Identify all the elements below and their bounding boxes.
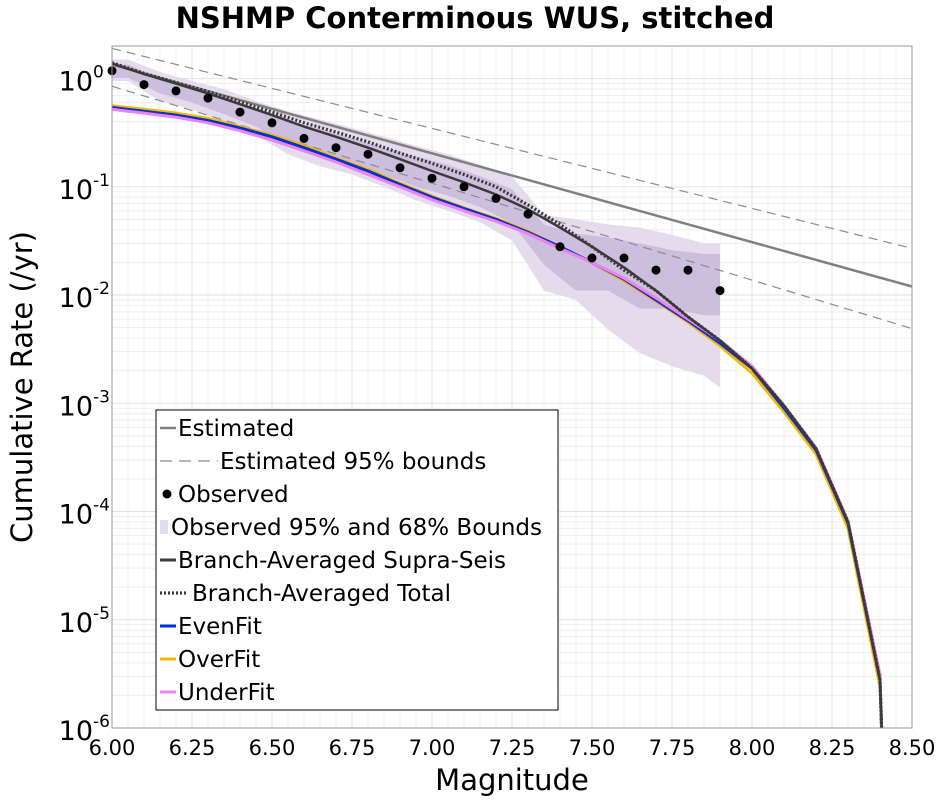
legend-label: Estimated 95% bounds [220, 449, 486, 475]
observed-point [203, 93, 213, 103]
x-tick-label: 7.50 [569, 736, 616, 760]
y-tick-exponent: -4 [93, 496, 110, 516]
observed-point [299, 133, 309, 143]
y-tick-label: 10 [59, 391, 93, 422]
legend-label: Observed [178, 482, 289, 508]
observed-point [523, 209, 533, 219]
x-axis-label: Magnitude [435, 763, 589, 797]
y-tick-exponent: -5 [93, 604, 110, 624]
observed-point [235, 107, 245, 117]
y-tick-exponent: -2 [93, 279, 110, 299]
x-tick-labels: 6.00 6.25 6.50 6.75 7.00 7.25 7.50 7.75 8.00 8.25… [89, 736, 936, 760]
x-tick-label: 6.75 [329, 736, 376, 760]
y-tick-label: 10 [59, 716, 93, 747]
y-tick-exponent: -1 [93, 171, 110, 191]
observed-point [139, 80, 149, 90]
observed-points [107, 66, 725, 296]
x-tick-label: 6.50 [249, 736, 296, 760]
x-tick-label: 6.25 [169, 736, 216, 760]
legend-item-bounds: Estimated 95% bounds [160, 449, 486, 475]
x-tick-label: 8.00 [729, 736, 776, 760]
chart-title: NSHMP Conterminous WUS, stitched [176, 1, 775, 35]
observed-point [587, 253, 597, 263]
x-tick-label: 7.25 [489, 736, 536, 760]
y-tick-label: 10 [59, 283, 93, 314]
y-tick-label: 10 [59, 608, 93, 639]
observed-point [427, 173, 437, 183]
observed-point [171, 86, 181, 96]
legend-label: Branch-Averaged Supra-Seis [178, 548, 506, 574]
observed-point [619, 253, 629, 263]
legend-label: Branch-Averaged Total [192, 581, 451, 607]
legend-item-bands: Observed 95% and 68% Bounds [160, 515, 542, 541]
observed-point [715, 286, 725, 296]
y-tick-label: 10 [59, 67, 93, 98]
observed-point [459, 182, 469, 192]
x-tick-label: 6.00 [89, 736, 136, 760]
y-tick-label: 10 [59, 175, 93, 206]
plot-frame [111, 45, 913, 729]
legend-label: Observed 95% and 68% Bounds [171, 515, 542, 541]
x-tick-label: 8.50 [889, 736, 936, 760]
legend-item-underfit: UnderFit [160, 680, 275, 706]
x-tick-label: 8.25 [809, 736, 856, 760]
legend-label: OverFit [178, 647, 260, 673]
legend-swatch [162, 489, 172, 499]
supra-series-line [111, 62, 883, 729]
legend-item-total: Branch-Averaged Total [160, 581, 451, 607]
estimated-line [111, 63, 913, 288]
observed-point [331, 143, 341, 153]
model-series [111, 61, 884, 729]
observed-point [555, 242, 565, 252]
legend-label: Estimated [178, 416, 294, 442]
estimated-upper-bound-line [111, 47, 913, 249]
x-tick-label: 7.00 [409, 736, 456, 760]
legend-item-observed: Observed [162, 482, 289, 508]
legend-swatch [160, 520, 168, 534]
observed-point [363, 149, 373, 159]
observed-point [683, 265, 693, 275]
legend: Estimated Estimated 95% bounds Observed Obs… [155, 409, 559, 711]
observed-point [491, 194, 501, 203]
y-tick-exponent: 0 [93, 63, 104, 83]
legend-item-overfit: OverFit [160, 647, 260, 673]
legend-item-estimated: Estimated [160, 416, 294, 442]
y-tick-exponent: -3 [93, 387, 110, 407]
legend-label: UnderFit [178, 680, 275, 706]
observed-point [651, 265, 661, 275]
y-tick-exponent: -6 [93, 712, 110, 732]
legend-item-supra: Branch-Averaged Supra-Seis [160, 548, 506, 574]
legend-box [155, 409, 559, 711]
y-axis-label: Cumulative Rate (/yr) [5, 231, 39, 543]
observed-point [267, 118, 277, 128]
legend-label: EvenFit [178, 614, 262, 640]
observed-point [395, 163, 405, 173]
y-tick-label: 10 [59, 500, 93, 531]
legend-item-evenfit: EvenFit [160, 614, 262, 640]
x-tick-label: 7.75 [649, 736, 696, 760]
